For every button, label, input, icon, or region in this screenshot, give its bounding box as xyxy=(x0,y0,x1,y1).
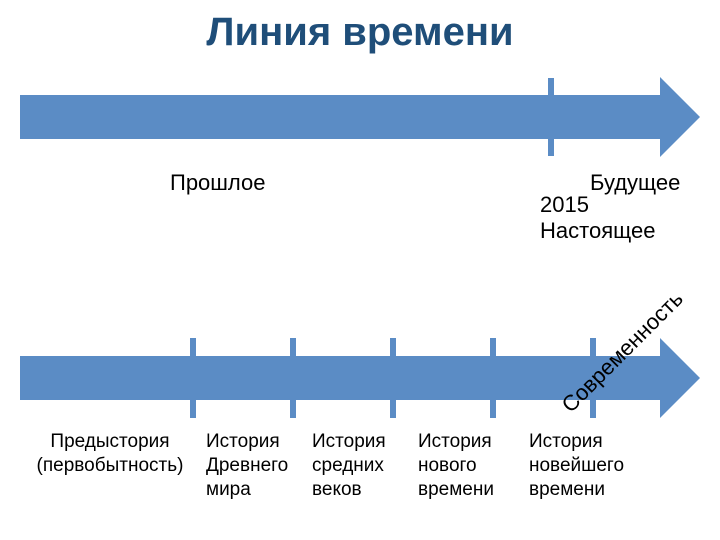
period-label-line: времени xyxy=(529,478,649,502)
timeline-tick xyxy=(390,338,396,418)
period-label-line: История xyxy=(418,430,523,454)
period-label-line: (первобытность) xyxy=(20,454,200,478)
timeline-tick xyxy=(548,78,554,156)
period-label: Историяновоговремени xyxy=(418,430,529,501)
page-title: Линия времени xyxy=(0,10,720,55)
label-past: Прошлое xyxy=(170,170,266,196)
label-year: 2015 xyxy=(540,192,589,218)
top-arrow-head xyxy=(660,77,700,157)
period-label-line: веков xyxy=(312,478,412,502)
period-label-line: История xyxy=(529,430,649,454)
period-label-line: Предыстория xyxy=(20,430,200,454)
timeline-tick xyxy=(290,338,296,418)
period-label-line: новейшего xyxy=(529,454,649,478)
period-label-line: мира xyxy=(206,478,306,502)
period-label-line: История xyxy=(206,430,306,454)
period-label: ИсторияДревнегомира xyxy=(206,430,312,501)
period-label-line: Древнего xyxy=(206,454,306,478)
bottom-arrow-head xyxy=(660,338,700,418)
label-future: Будущее xyxy=(590,170,680,196)
period-label: Предыстория(первобытность) xyxy=(20,430,206,501)
periods-row: Предыстория(первобытность)ИсторияДревнег… xyxy=(20,430,700,501)
period-label: Историяновейшеговремени xyxy=(529,430,655,501)
period-label-line: времени xyxy=(418,478,523,502)
period-label-line: нового xyxy=(418,454,523,478)
top-arrow-bar xyxy=(20,95,660,139)
timeline-tick xyxy=(490,338,496,418)
timeline-tick xyxy=(190,338,196,418)
period-label-line: средних xyxy=(312,454,412,478)
label-present: Настоящее xyxy=(540,218,655,244)
period-label: Историясреднихвеков xyxy=(312,430,418,501)
period-label-line: История xyxy=(312,430,412,454)
